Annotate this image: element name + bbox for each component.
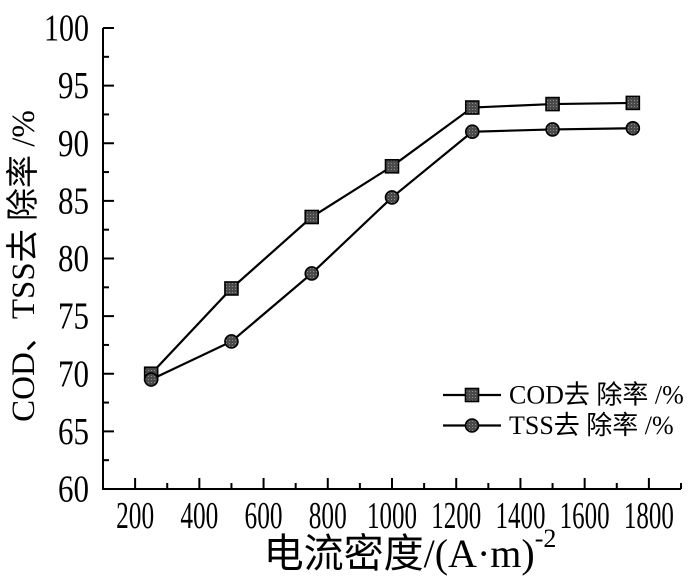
x-axis-label: 电流密度/(A·m)-2 (264, 524, 557, 576)
x-tick-label: 200 (116, 495, 154, 537)
circle-marker (625, 120, 641, 136)
y-tick-label: 80 (58, 238, 89, 280)
x-tick-labels: 200 400 600 800 1000 1200 1400 1600 1800 (116, 495, 674, 537)
x-ticks (134, 478, 682, 489)
square-marker (625, 95, 641, 111)
y-ticks (103, 27, 114, 490)
y-axis-label: COD、TSS去 除率 /% (5, 110, 42, 422)
x-tick-label: 600 (245, 495, 283, 537)
circle-marker (464, 124, 480, 140)
x-tick-label: 1600 (560, 495, 610, 537)
circle-marker (143, 372, 159, 387)
square-marker (464, 100, 480, 115)
legend-entry-cod: COD去 除率 /% (443, 381, 684, 410)
y-tick-label: 75 (58, 296, 89, 338)
x-tick-label: 800 (309, 495, 347, 537)
legend-label: COD去 除率 /% (509, 381, 684, 410)
square-marker (464, 387, 480, 403)
square-marker (384, 159, 400, 174)
legend-label: TSS去 除率 /% (509, 411, 674, 440)
y-tick-label: 90 (58, 123, 89, 165)
y-tick-label: 65 (58, 411, 89, 453)
series-cod (143, 95, 641, 382)
y-tick-labels: 60 65 70 75 80 85 90 95 100 (44, 8, 89, 511)
y-tick-label: 70 (58, 353, 89, 395)
circle-marker (384, 190, 400, 205)
x-tick-label: 1000 (367, 495, 417, 537)
circle-marker (464, 418, 480, 433)
square-marker (304, 209, 320, 225)
y-tick-label: 100 (44, 8, 89, 50)
y-tick-label: 60 (58, 469, 89, 511)
x-tick-label: 1400 (495, 495, 545, 537)
circle-marker (224, 334, 239, 349)
x-tick-label: 1800 (624, 495, 674, 537)
series-tss (143, 120, 641, 387)
legend-entry-tss: TSS去 除率 /% (443, 411, 674, 440)
square-marker (545, 96, 560, 112)
x-tick-label: 1200 (431, 495, 481, 537)
y-tick-label: 85 (58, 180, 89, 222)
square-marker (224, 281, 239, 296)
y-tick-label: 95 (58, 65, 89, 107)
circle-marker (545, 122, 560, 137)
circle-marker (304, 266, 320, 281)
x-tick-label: 400 (180, 495, 218, 537)
legend: COD去 除率 /%TSS去 除率 /% (443, 381, 684, 440)
